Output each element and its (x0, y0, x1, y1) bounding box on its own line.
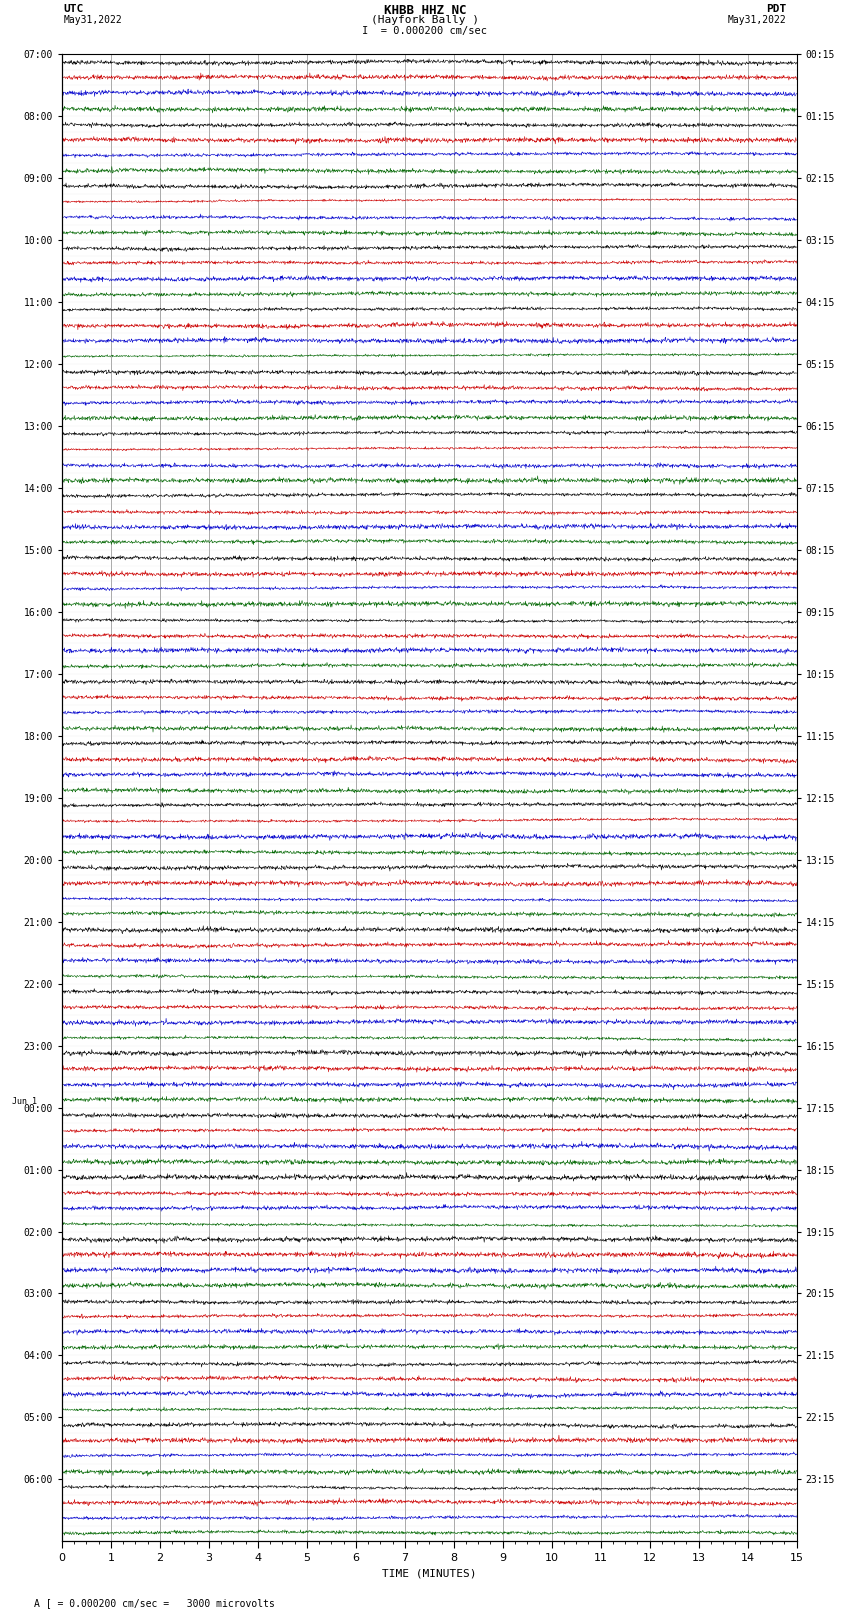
Text: UTC: UTC (64, 5, 84, 15)
Text: Jun 1: Jun 1 (13, 1097, 37, 1107)
Text: I  = 0.000200 cm/sec: I = 0.000200 cm/sec (362, 26, 488, 35)
Text: May31,2022: May31,2022 (64, 15, 122, 24)
Text: May31,2022: May31,2022 (728, 15, 786, 24)
Text: PDT: PDT (766, 5, 786, 15)
Text: KHBB HHZ NC: KHBB HHZ NC (383, 5, 467, 18)
X-axis label: TIME (MINUTES): TIME (MINUTES) (382, 1569, 477, 1579)
Text: (Hayfork Bally ): (Hayfork Bally ) (371, 15, 479, 24)
Text: A [ = 0.000200 cm/sec =   3000 microvolts: A [ = 0.000200 cm/sec = 3000 microvolts (34, 1598, 275, 1608)
